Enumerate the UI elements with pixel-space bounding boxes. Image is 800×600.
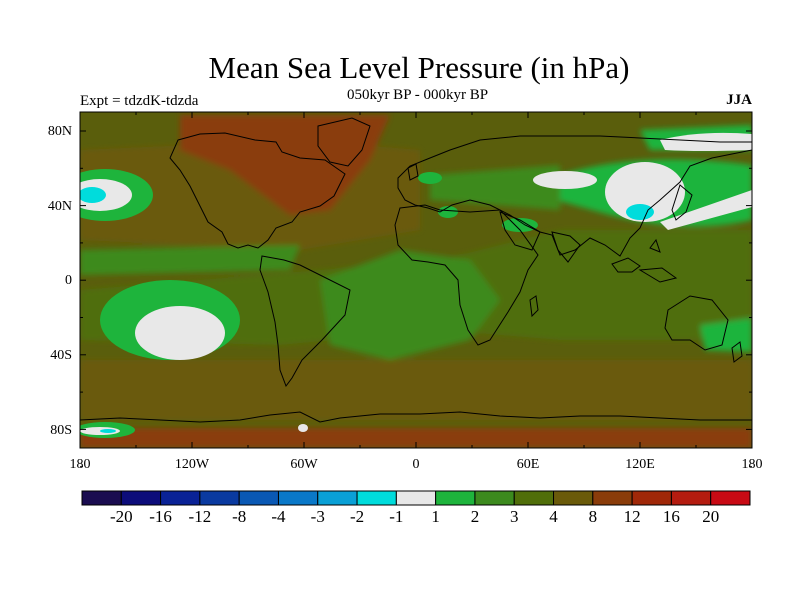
colorbar-swatch (199, 490, 240, 506)
coastline-arabia (499, 211, 541, 251)
lat-label: 40N (47, 199, 72, 214)
lon-label: 120W (174, 457, 210, 472)
lat-label: 40S (50, 348, 72, 363)
colorbar (81, 490, 751, 506)
field-region (660, 132, 752, 151)
lon-label: 180 (69, 457, 91, 472)
lon-label: 0 (412, 457, 420, 472)
field-region (438, 206, 458, 218)
colorbar-swatch (435, 490, 476, 506)
field-region (626, 204, 654, 220)
colorbar-label: -1 (389, 507, 404, 526)
axis-ticks (79, 112, 753, 468)
coastline-australia (664, 295, 729, 351)
colorbar-label: 4 (549, 507, 558, 526)
coastline-india (551, 231, 581, 263)
colorbar-label: 16 (662, 507, 680, 526)
coastlines (80, 117, 752, 423)
colorbar-swatch (513, 490, 555, 506)
colorbar-swatch (120, 490, 162, 506)
coastline-eurasia (397, 135, 752, 257)
lon-label: 60E (516, 457, 540, 472)
colorbar-swatch (356, 490, 397, 506)
colorbar-label: 20 (702, 507, 720, 526)
colorbar-swatch (553, 490, 594, 506)
colorbar-label: 1 (431, 507, 440, 526)
colorbar-label: -2 (349, 507, 365, 526)
colorbar-swatch (238, 490, 279, 506)
coastline-greenland (317, 117, 371, 167)
coastline-madagascar (529, 295, 539, 318)
lon-label: 120E (625, 457, 655, 472)
colorbar-swatch (670, 490, 712, 506)
coastline-antarctica (80, 411, 752, 423)
lon-label: 180 (741, 457, 763, 472)
colorbar-label: 2 (470, 507, 480, 526)
field-region (80, 187, 106, 203)
field-region (80, 428, 752, 448)
lat-label: 80S (50, 423, 72, 438)
field-region (80, 245, 300, 275)
field-region (320, 250, 500, 360)
coastline-japan (671, 184, 693, 221)
colorbar-label: 12 (623, 507, 641, 526)
field-region (533, 171, 597, 189)
colorbar-swatch (81, 490, 122, 506)
coastline-new-zealand (731, 341, 743, 363)
coastline-south-america (259, 255, 351, 388)
field-region (298, 424, 308, 432)
colorbar-label: -4 (271, 507, 286, 526)
colorbar-swatch (710, 490, 751, 506)
field-region (100, 429, 116, 433)
coastline-africa (394, 204, 539, 346)
coastline-maritime-continent (611, 238, 678, 283)
colorbar-swatch (317, 490, 358, 506)
chart-title: Mean Sea Level Pressure (in hPa) (208, 50, 630, 85)
colorbar-label: -16 (149, 507, 172, 526)
season-label: JJA (726, 92, 752, 108)
field-region (135, 306, 225, 360)
colorbar-label: -12 (188, 507, 212, 526)
colorbar-swatch (395, 490, 437, 506)
colorbar-label: -8 (232, 507, 247, 526)
field-region (430, 165, 560, 210)
colorbar-swatch (277, 490, 319, 506)
coastline-north-america (169, 132, 346, 249)
coastline-britain (407, 163, 419, 181)
field-region (660, 190, 752, 230)
experiment-label: Expt = tdzdK-tdzda (80, 93, 199, 109)
colorbar-label: -20 (109, 507, 133, 526)
field-region (418, 172, 442, 184)
colorbar-swatch (160, 490, 201, 506)
colorbar-swatch (474, 490, 515, 506)
colorbar-label: 3 (509, 507, 519, 526)
pressure-field (80, 112, 752, 448)
colorbar-label: 8 (588, 507, 598, 526)
colorbar-swatch (592, 490, 633, 506)
field-region (80, 360, 752, 420)
lat-label: 80N (47, 124, 72, 139)
colorbar-label: -3 (310, 507, 325, 526)
lat-label: 0 (65, 273, 72, 288)
colorbar-swatch (631, 490, 672, 506)
field-region (605, 162, 685, 222)
period-subtitle: 050kyr BP - 000kyr BP (346, 87, 489, 103)
lon-label: 60W (290, 457, 318, 472)
field-region (700, 318, 752, 352)
